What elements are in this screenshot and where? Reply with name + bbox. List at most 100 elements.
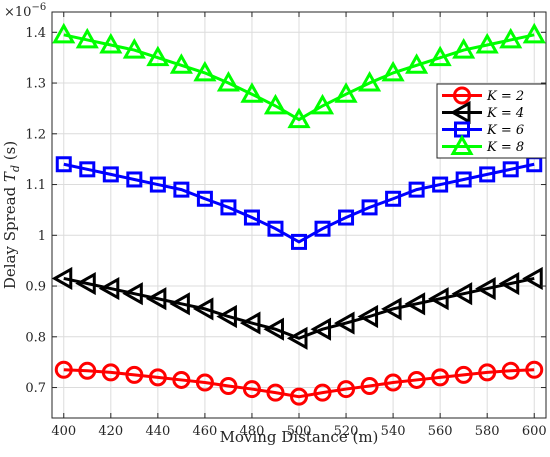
x-tick-label: 580	[475, 424, 500, 439]
y-axis-exponent-base: ×10	[4, 5, 31, 20]
data-point	[291, 233, 307, 250]
data-point	[357, 304, 379, 329]
data-point	[381, 60, 405, 82]
y-tick-label: 0.7	[25, 381, 46, 396]
data-point	[98, 277, 120, 301]
data-point	[475, 32, 499, 54]
data-point	[290, 387, 308, 406]
data-point	[498, 271, 520, 296]
x-tick-label: 460	[192, 424, 217, 439]
data-point	[78, 361, 97, 380]
data-point	[239, 311, 261, 335]
data-point	[337, 380, 356, 399]
data-point	[122, 282, 143, 306]
ticks: 400 420 440 460 480 500 520 540 560 580 600 0.7 0.8 0…	[25, 12, 547, 439]
legend-label: K = 8	[486, 140, 524, 155]
x-tick-label: 560	[428, 424, 453, 439]
data-point	[522, 22, 546, 44]
legend-item: K = 2	[442, 86, 524, 105]
data-point	[451, 282, 473, 306]
data-point	[79, 161, 96, 178]
series-1	[54, 360, 544, 406]
data-point	[478, 363, 497, 382]
x-tick-label: 500	[287, 424, 312, 439]
series-2	[51, 266, 543, 350]
data-point	[146, 45, 170, 67]
data-point	[479, 166, 496, 183]
data-point	[454, 365, 473, 384]
data-point	[263, 93, 288, 115]
data-point	[242, 380, 261, 399]
data-point	[385, 190, 402, 207]
data-point	[172, 370, 191, 389]
data-point	[240, 82, 264, 103]
legend-label: K = 6	[486, 123, 524, 138]
y-tick-label: 0.9	[25, 280, 46, 295]
data-point	[122, 38, 146, 59]
x-axis-label: Moving Distance (m)	[220, 428, 379, 446]
data-point	[149, 176, 166, 193]
x-tick-label: 420	[98, 424, 123, 439]
data-point	[286, 326, 308, 350]
y-tick-label: 1.3	[25, 77, 46, 92]
y-axis-exponent: ×10−6	[4, 2, 46, 20]
y-tick-label: 0.8	[25, 330, 46, 345]
data-point	[169, 53, 193, 74]
data-point	[216, 70, 240, 92]
data-point	[499, 27, 523, 49]
y-tick-label: 1	[38, 229, 46, 244]
data-point	[404, 292, 426, 316]
x-tick-label: 480	[240, 424, 265, 439]
data-point	[338, 209, 355, 226]
series-3	[55, 156, 543, 250]
data-point	[148, 368, 167, 387]
legend-marker	[449, 100, 471, 125]
legend-item: K = 6	[442, 121, 524, 138]
y-axis-label: Delay Spread Td (s)	[1, 141, 22, 289]
data-point	[381, 297, 402, 321]
data-point	[195, 373, 214, 392]
data-point	[360, 377, 379, 396]
data-point	[263, 317, 284, 341]
data-point	[407, 370, 426, 389]
y-axis-label-subscript: d	[9, 165, 22, 172]
data-point	[405, 53, 429, 74]
data-point	[219, 377, 238, 396]
legend-marker	[453, 86, 471, 105]
data-point	[75, 271, 96, 296]
x-tick-label: 520	[334, 424, 359, 439]
legend-label: K = 2	[486, 89, 524, 104]
data-point	[525, 360, 544, 379]
data-point	[432, 176, 449, 193]
data-point	[52, 22, 76, 44]
y-axis-exponent-power: −6	[31, 2, 46, 13]
legend: K = 2 K = 4 K = 6 K = 8	[436, 83, 547, 159]
data-point	[102, 166, 119, 183]
data-point	[428, 287, 449, 311]
data-point	[126, 171, 143, 188]
y-axis-label-symbol: T	[1, 171, 19, 182]
y-axis-label-prefix: Delay Spread	[1, 182, 19, 289]
data-point	[475, 277, 496, 301]
data-point	[173, 181, 190, 198]
legend-item: K = 4	[442, 100, 524, 125]
data-point	[314, 220, 331, 237]
data-point	[243, 209, 260, 226]
data-point	[384, 373, 403, 392]
data-point	[310, 317, 332, 341]
legend-marker	[450, 134, 474, 155]
data-point	[99, 32, 123, 54]
data-point	[358, 70, 382, 92]
data-point	[452, 38, 476, 59]
legend-item: K = 8	[442, 134, 524, 155]
data-point	[169, 292, 190, 316]
data-point	[266, 383, 285, 402]
data-point	[55, 156, 72, 173]
data-point	[101, 363, 120, 382]
data-point	[75, 27, 99, 49]
data-point	[408, 181, 425, 198]
x-tick-label: 400	[51, 424, 76, 439]
data-point	[428, 45, 452, 67]
data-point	[193, 60, 217, 82]
